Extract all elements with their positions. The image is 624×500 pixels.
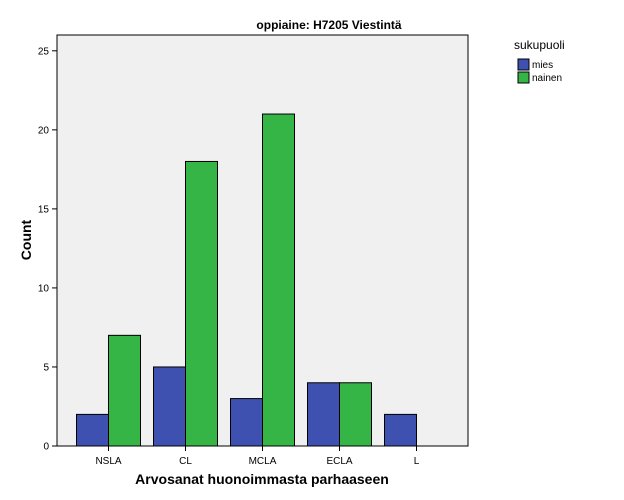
x-tick-label: MCLA [249,456,277,467]
y-tick-label: 0 [43,442,49,453]
y-tick-label: 15 [38,204,50,215]
chart-title: oppiaine: H7205 Viestintä [256,18,401,32]
x-tick-label: ECLA [326,456,352,467]
bar-nainen-mcla [262,113,295,447]
legend-swatch-nainen [517,71,530,84]
bars [76,113,417,447]
y-tick-label: 25 [38,46,50,57]
y-axis-label: Count [18,219,34,260]
bar-mies-cl [153,366,186,447]
x-tick-label: CL [179,456,192,467]
x-axis: NSLA CL MCLA ECLA L [95,446,420,467]
y-tick-label: 20 [38,125,50,136]
bar-mies-ecla [307,382,340,447]
bar-mies-nsla [76,413,109,447]
bar-mies-l [384,413,417,447]
legend-title: sukupuoli [514,38,565,52]
y-axis: 0 5 10 15 20 25 [38,46,57,453]
bar-mies-mcla [230,398,263,447]
y-tick-label: 5 [43,362,49,373]
legend-label-nainen: nainen [532,73,562,84]
legend-swatch-mies [517,58,530,71]
legend: sukupuoli mies nainen [514,38,565,84]
bar-nainen-nsla [108,334,141,447]
x-tick-label: L [414,456,420,467]
x-tick-label: NSLA [95,456,121,467]
bar-nainen-cl [185,160,218,447]
legend-label-mies: mies [532,60,553,71]
bar-nainen-ecla [339,382,372,447]
x-axis-label: Arvosanat huonoimmasta parhaaseen [135,471,389,487]
y-tick-label: 10 [38,283,50,294]
